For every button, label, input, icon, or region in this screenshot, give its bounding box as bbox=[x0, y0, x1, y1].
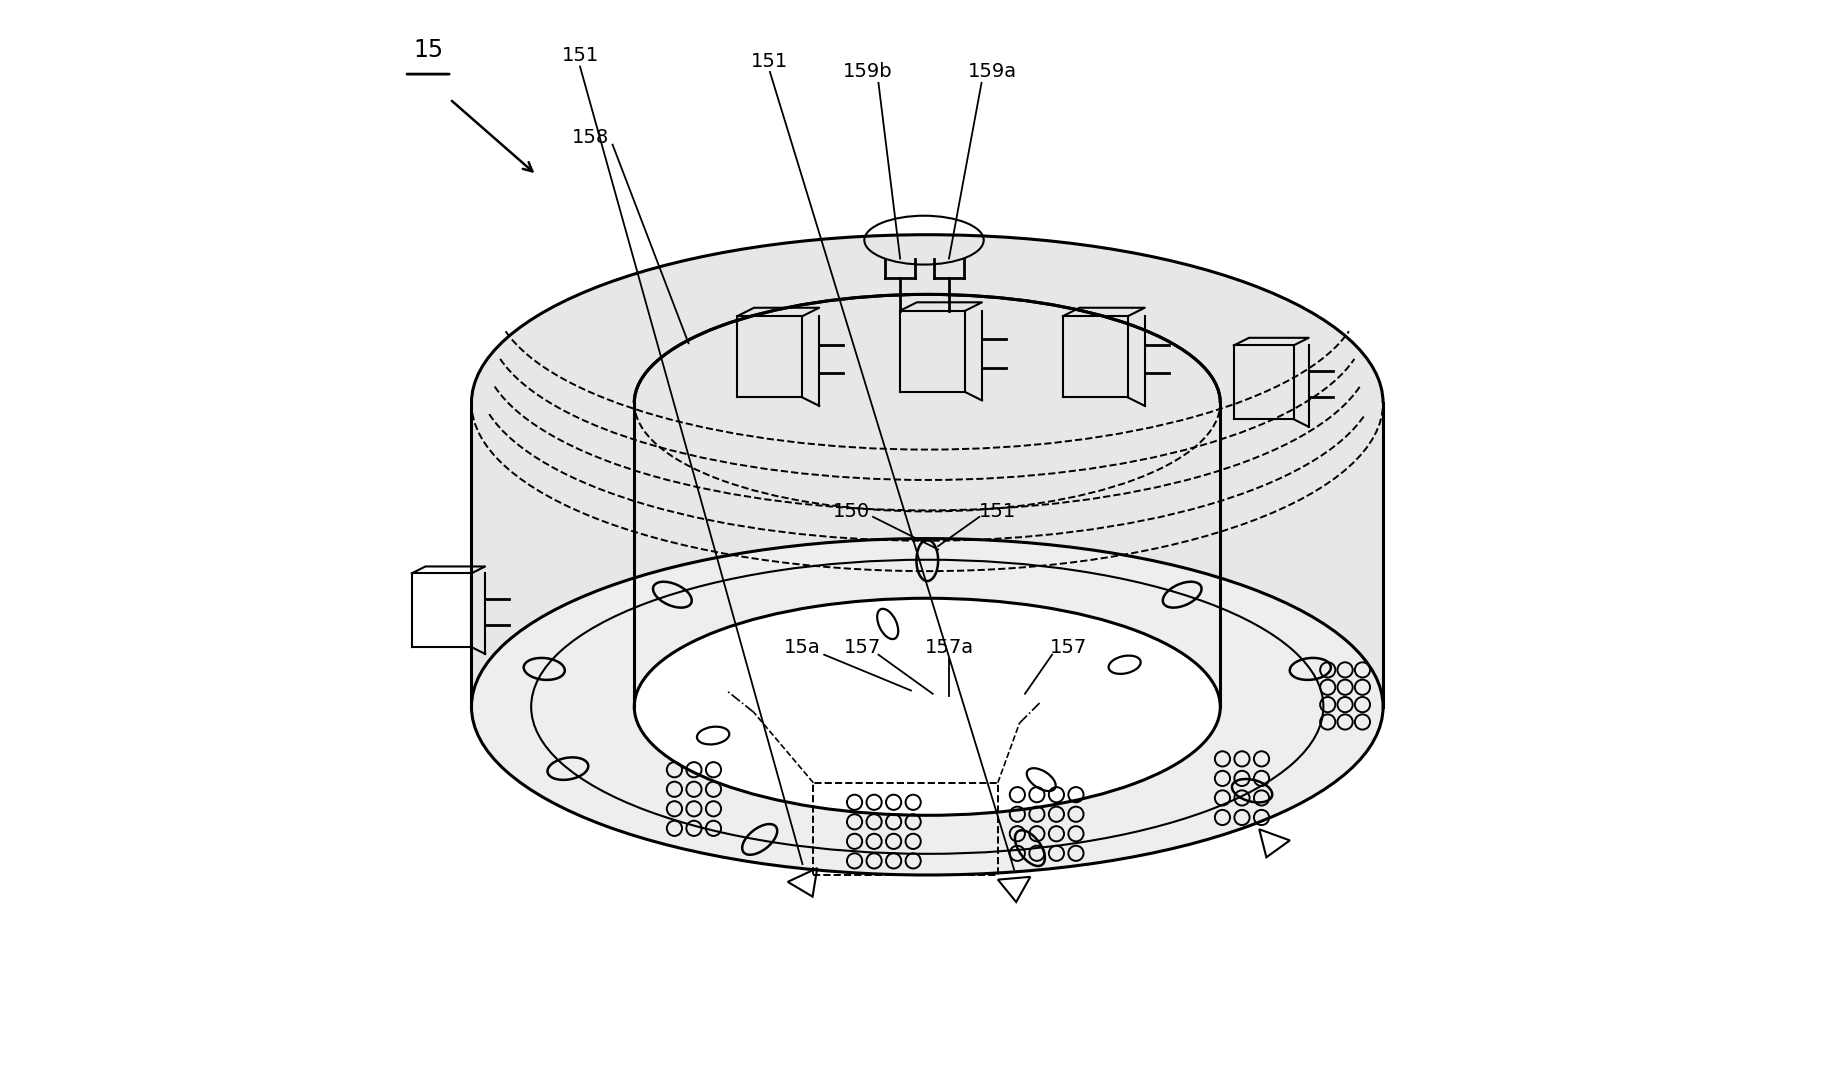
Text: 151: 151 bbox=[978, 502, 1017, 521]
Text: 151: 151 bbox=[751, 51, 789, 71]
Polygon shape bbox=[472, 235, 1383, 707]
Text: 157a: 157a bbox=[924, 638, 973, 656]
Text: 159a: 159a bbox=[967, 62, 1017, 82]
Text: 15: 15 bbox=[414, 38, 443, 62]
Polygon shape bbox=[472, 539, 1383, 875]
Text: 157: 157 bbox=[1049, 638, 1088, 656]
Text: 158: 158 bbox=[572, 127, 610, 147]
Text: 150: 150 bbox=[833, 502, 869, 521]
Text: 151: 151 bbox=[561, 46, 599, 65]
Text: 159b: 159b bbox=[844, 62, 893, 82]
Text: 157: 157 bbox=[844, 638, 880, 656]
Text: 15a: 15a bbox=[783, 638, 822, 656]
